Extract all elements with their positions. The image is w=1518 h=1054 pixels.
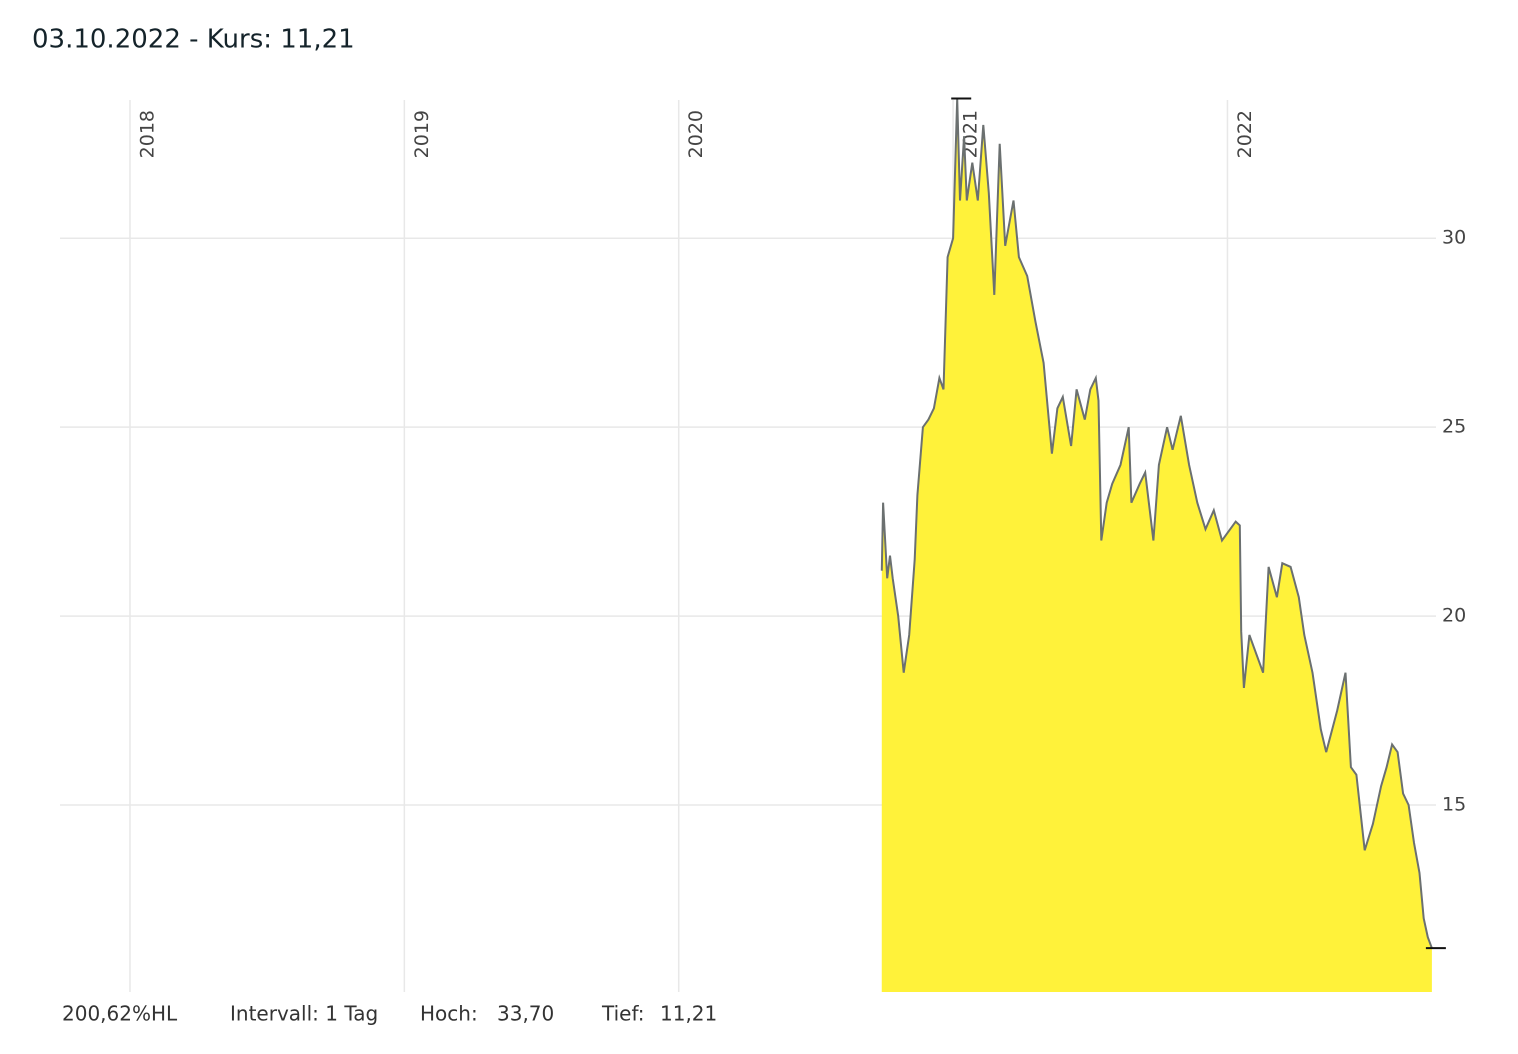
footer-interval: Intervall: 1 Tag (230, 1002, 378, 1026)
stat-value: 33,70 (497, 1002, 554, 1026)
stat-label: Tief: (601, 1002, 645, 1026)
x-tick-label: 2022 (1234, 110, 1256, 158)
footer-hl: 200,62%HL (62, 1002, 178, 1026)
stat-value: 11,21 (660, 1002, 717, 1026)
x-tick-label: 2019 (411, 110, 433, 158)
area (881, 98, 1432, 992)
y-tick-label: 30 (1442, 227, 1466, 249)
y-tick-label: 20 (1442, 605, 1466, 627)
stat-label: Hoch: (420, 1002, 478, 1026)
x-tick-label: 2020 (685, 110, 707, 158)
line (880, 98, 1433, 949)
y-tick-label: 15 (1442, 793, 1466, 815)
chart-title: 03.10.2022 - Kurs: 11,21 (32, 25, 355, 55)
y-tick-label: 25 (1442, 416, 1466, 438)
x-tick-label: 2018 (136, 110, 158, 158)
